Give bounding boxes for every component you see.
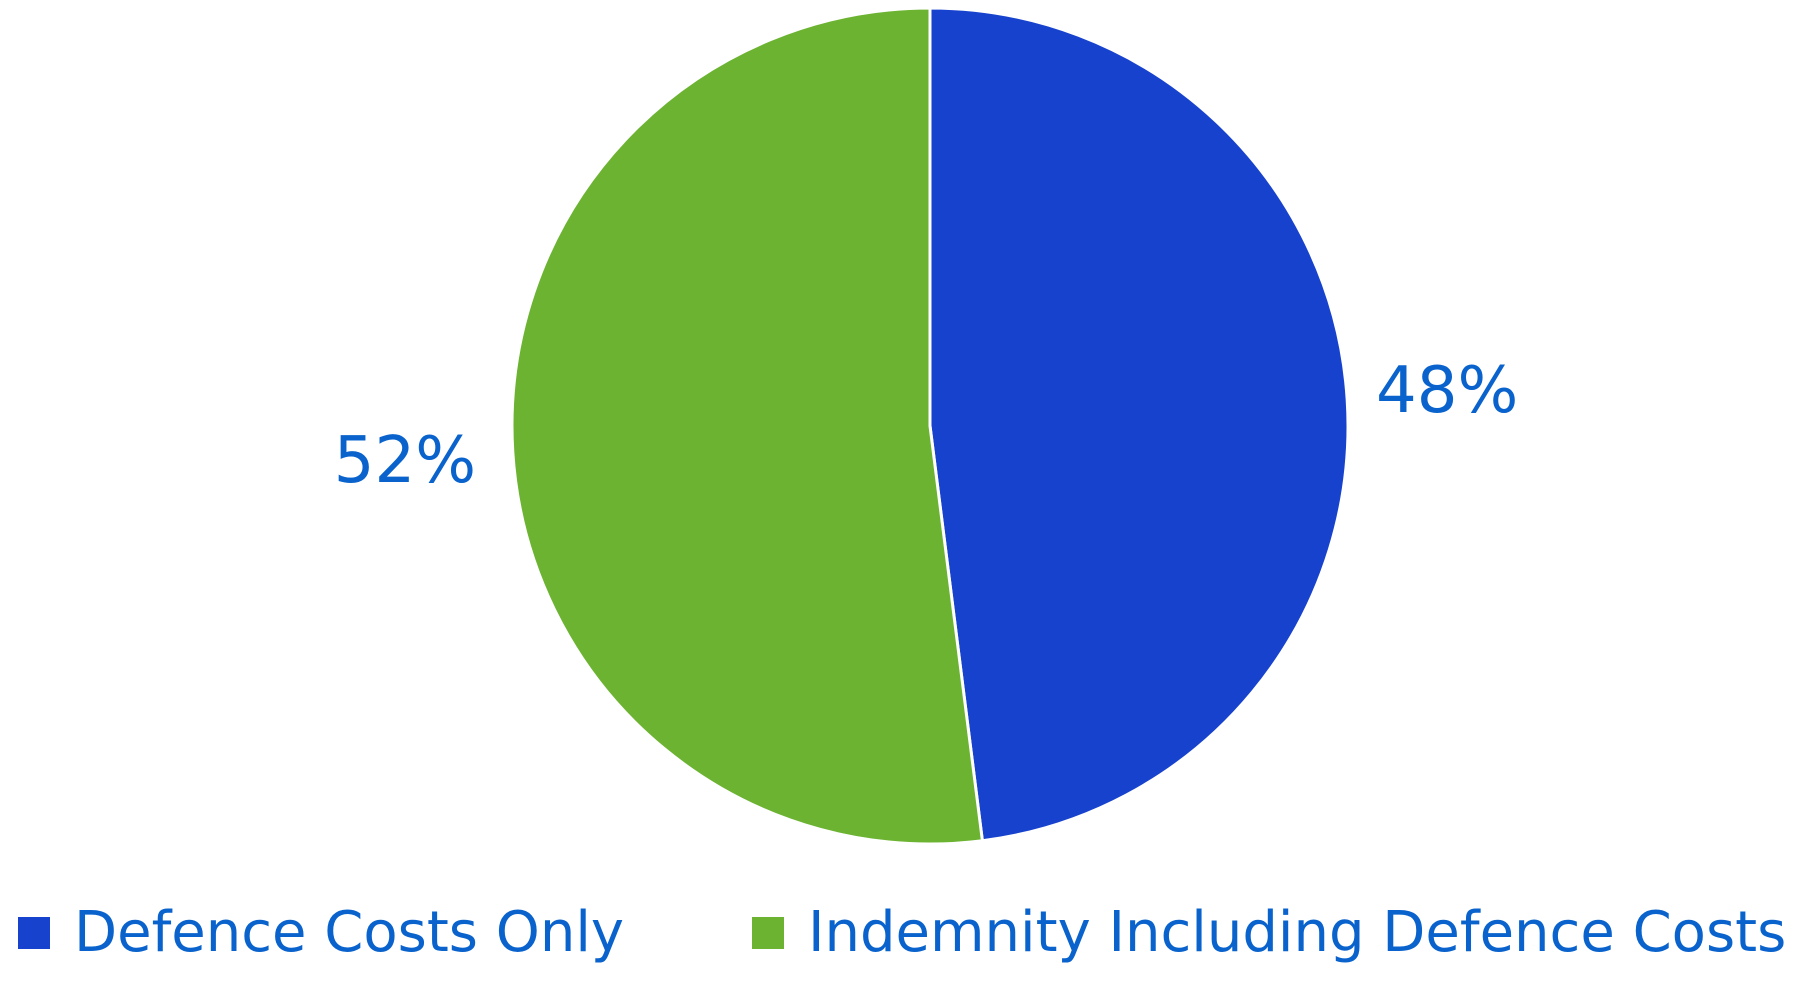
legend-item-defence-costs-only: Defence Costs Only: [18, 898, 624, 968]
data-label-indemnity-including-defence-costs: 52%: [334, 424, 476, 498]
legend-swatch-indemnity-including-defence-costs: [752, 917, 784, 949]
legend-swatch-defence-costs-only: [18, 917, 50, 949]
pie-slice-defence-costs-only: [928, 6, 1350, 843]
data-label-defence-costs-only: 48%: [1376, 354, 1518, 428]
pie-slice-indemnity-including-defence-costs: [510, 6, 984, 846]
legend-label-defence-costs-only: Defence Costs Only: [74, 900, 625, 965]
legend-item-indemnity-including-defence-costs: Indemnity Including Defence Costs: [752, 898, 1786, 968]
chart-legend: Defence Costs Only Indemnity Including D…: [0, 898, 1799, 968]
legend-label-indemnity-including-defence-costs: Indemnity Including Defence Costs: [808, 900, 1787, 965]
